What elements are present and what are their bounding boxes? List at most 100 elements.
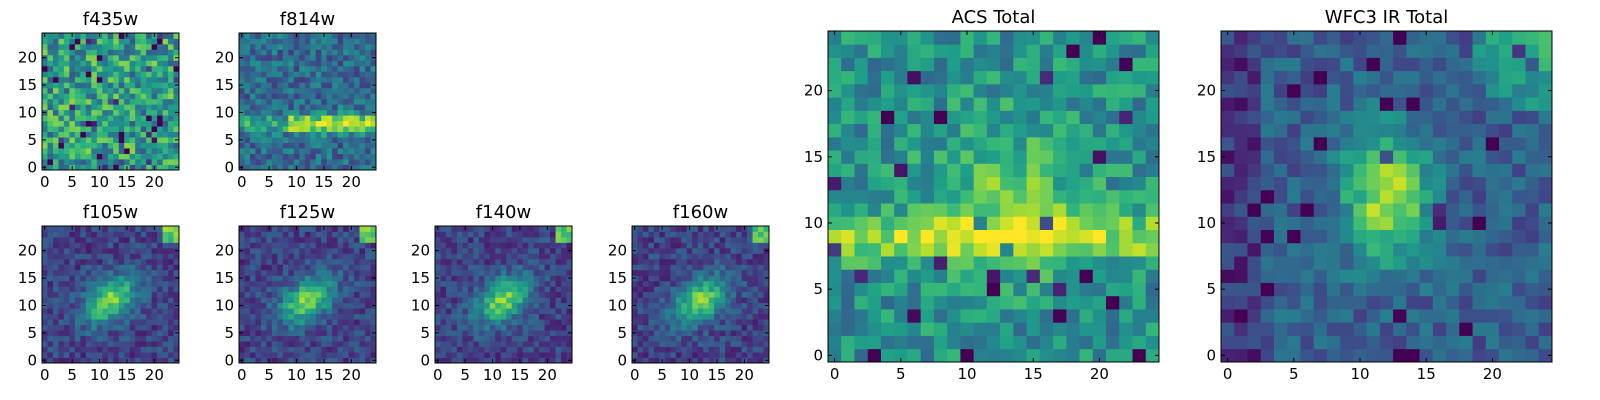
heatmap-cell [282, 82, 289, 89]
heatmap-cell [310, 308, 317, 315]
heatmap-cell [63, 109, 70, 116]
heatmap-cell [173, 104, 180, 111]
heatmap-cell [102, 346, 109, 353]
heatmap-cell [1119, 282, 1133, 297]
heatmap-cell [1119, 295, 1133, 310]
heatmap-cell [451, 313, 458, 320]
heatmap-cell [828, 269, 842, 283]
heatmap-cell [659, 247, 666, 254]
heatmap-cell [664, 280, 671, 287]
heatmap-cell [632, 335, 638, 342]
heatmap-cell [648, 280, 655, 287]
heatmap-cell [266, 286, 273, 293]
heatmap-cell [129, 115, 136, 122]
heatmap-cell [96, 247, 103, 254]
heatmap-cell [80, 109, 87, 116]
heatmap-cell [337, 324, 344, 331]
heatmap-cell [933, 163, 948, 178]
heatmap-cell [1013, 110, 1027, 125]
heatmap-cell [435, 313, 441, 320]
heatmap-cell [670, 236, 677, 243]
heatmap-cell [299, 269, 306, 276]
heatmap-cell [841, 309, 855, 323]
heatmap-cell [260, 43, 267, 50]
heatmap-cell [854, 44, 869, 58]
heatmap-cell [550, 275, 556, 282]
heatmap-cell [1013, 229, 1027, 244]
heatmap-cell [462, 280, 469, 287]
heatmap-cell [118, 275, 125, 282]
heatmap-cell [1234, 176, 1248, 191]
heatmap-cell [343, 291, 349, 298]
heatmap-cell [47, 148, 54, 154]
heatmap-cell [1393, 256, 1407, 270]
heatmap-cell [1066, 229, 1080, 244]
heatmap-cell [96, 131, 103, 138]
heatmap-cell [867, 269, 882, 283]
heatmap-cell [74, 153, 81, 160]
heatmap-cell [933, 150, 948, 164]
heatmap-cell [473, 313, 480, 320]
heatmap-cell [725, 258, 732, 265]
heatmap-cell [697, 269, 704, 276]
heatmap-cell [670, 302, 677, 309]
heatmap-cell [266, 297, 273, 304]
heatmap-cell [58, 120, 65, 127]
heatmap-cell [271, 291, 278, 298]
heatmap-cell [260, 226, 267, 232]
heatmap-cell [1273, 295, 1288, 310]
heatmap-cell [1026, 44, 1041, 58]
heatmap-cell [282, 164, 289, 171]
heatmap-cell [506, 291, 513, 298]
heatmap-cell [528, 346, 535, 353]
heatmap-cell [1472, 189, 1487, 204]
heatmap-cell [1485, 282, 1500, 297]
heatmap-cell [907, 348, 922, 363]
heatmap-cell [135, 137, 142, 143]
heatmap-cell [266, 65, 273, 72]
heatmap-cell [478, 242, 485, 249]
heatmap-cell [337, 82, 344, 89]
heatmap-cell [239, 242, 245, 249]
heatmap-cell [758, 258, 764, 265]
heatmap-cell [719, 264, 726, 271]
heatmap-cell [517, 269, 524, 276]
heatmap-cell [854, 335, 869, 350]
heatmap-cell [747, 346, 753, 353]
heatmap-cell [52, 115, 59, 122]
heatmap-cell [354, 242, 360, 249]
heatmap-cell [107, 33, 114, 39]
heatmap-cell [561, 269, 567, 276]
heatmap-cell [370, 65, 377, 72]
heatmap-cell [80, 313, 87, 320]
heatmap-cell [102, 247, 109, 254]
heatmap-cell [555, 253, 562, 260]
heatmap-cell [255, 226, 262, 232]
heatmap-cell [637, 319, 644, 326]
heatmap-cell [135, 60, 142, 67]
heatmap-cell [47, 308, 54, 315]
heatmap-cell [566, 242, 573, 249]
heatmap-cell [973, 348, 988, 363]
heatmap-cell [484, 275, 491, 282]
heatmap-cell [310, 286, 317, 293]
heatmap-cell [304, 346, 311, 353]
heatmap-cell [304, 242, 311, 249]
heatmap-cell [260, 76, 267, 83]
heatmap-cell [91, 236, 98, 243]
heatmap-cell [91, 43, 98, 50]
heatmap-cell [522, 341, 529, 347]
heatmap-cell [841, 256, 855, 270]
heatmap-cell [1119, 176, 1133, 191]
heatmap-cell [266, 302, 273, 309]
heatmap-cell [271, 308, 278, 315]
heatmap-cell [708, 357, 715, 364]
heatmap-cell [867, 150, 882, 164]
heatmap-cell [1053, 295, 1067, 310]
heatmap-cell [1499, 176, 1513, 191]
heatmap-cell [708, 275, 715, 282]
heatmap-cell [348, 93, 355, 100]
heatmap-cell [337, 335, 344, 342]
heatmap-cell [102, 104, 109, 111]
heatmap-cell [637, 302, 644, 309]
